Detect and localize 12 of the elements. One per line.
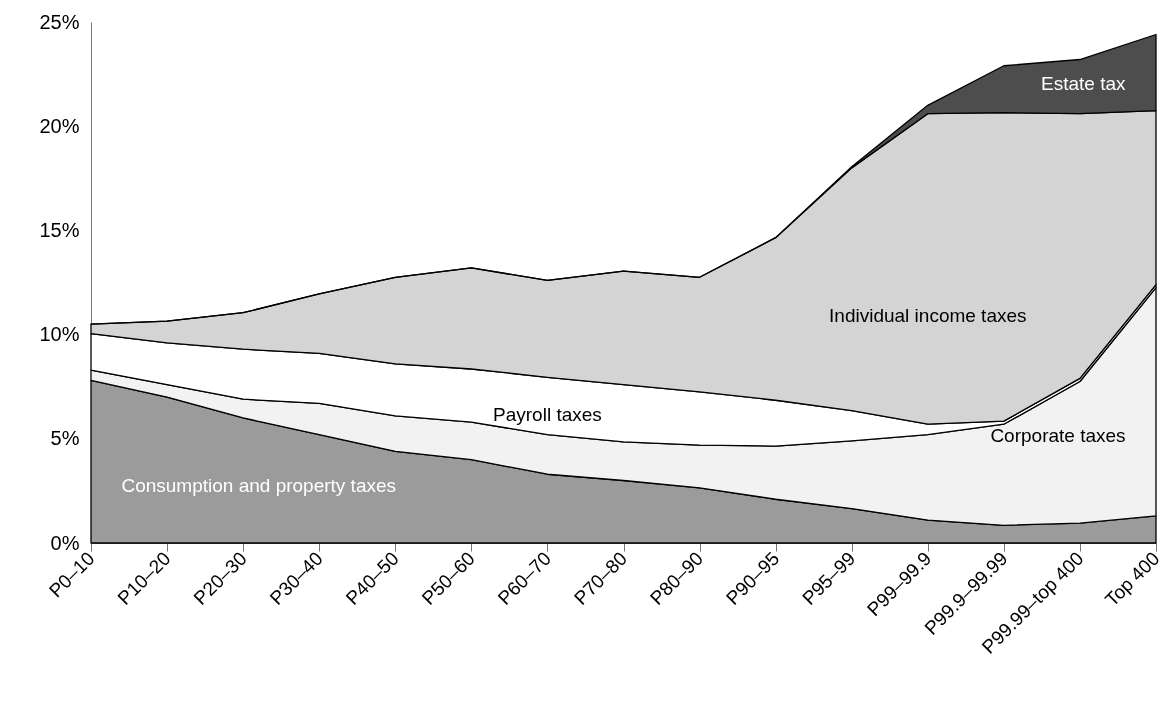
y-tick-label: 20%	[39, 114, 80, 137]
series-label: Estate tax	[1041, 72, 1127, 94]
x-tick-label: Top 400	[1100, 547, 1164, 611]
y-tick-label: 10%	[39, 323, 80, 346]
y-tick-label: 15%	[39, 218, 80, 241]
y-tick-label: 25%	[39, 10, 80, 33]
series-label: Payroll taxes	[493, 403, 602, 425]
y-tick-label: 0%	[50, 531, 80, 554]
series-label: Corporate taxes	[990, 425, 1126, 447]
series-label: Individual income taxes	[829, 304, 1027, 326]
series-label: Consumption and property taxes	[121, 475, 397, 497]
y-tick-label: 5%	[50, 427, 80, 450]
